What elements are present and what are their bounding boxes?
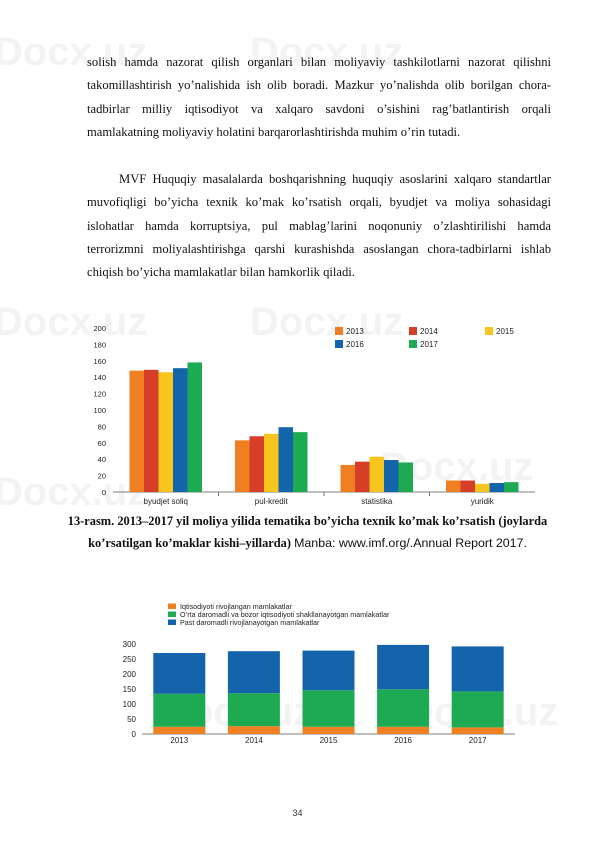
legend-swatch bbox=[335, 327, 343, 335]
stacked-bar-segment bbox=[302, 650, 355, 691]
legend-label: Iqtisodiyoti rivojlangan mamlakatlar bbox=[180, 603, 292, 611]
x-tick-label: 2014 bbox=[245, 736, 263, 745]
legend-swatch bbox=[409, 340, 417, 348]
bar bbox=[235, 440, 250, 492]
bar bbox=[475, 483, 490, 492]
y-tick-label: 200 bbox=[123, 670, 137, 679]
stacked-bar-segment bbox=[153, 653, 206, 694]
technical-assistance-by-topic-chart: 0 20 40 60 80 100 120 140 160 180 200 byudjet soliq… bbox=[93, 324, 535, 506]
paragraph-1: solish hamda nazorat qilish organlari bi… bbox=[87, 55, 551, 139]
bar bbox=[369, 456, 384, 492]
bar bbox=[460, 480, 475, 492]
x-tick-label: byudjet soliq bbox=[144, 497, 188, 506]
technical-assistance-by-country-group-chart: 0 50 100 150 200 250 300 2013 2014 2015 2016 2017 Iq… bbox=[123, 603, 515, 745]
stacked-bar-segment bbox=[227, 693, 280, 727]
legend-swatch bbox=[409, 327, 417, 335]
legend-label: 2014 bbox=[420, 327, 438, 336]
y-tick-label: 150 bbox=[123, 685, 137, 694]
bar bbox=[355, 461, 370, 492]
caption-title: 13-rasm. 2013–2017 yil moliya yilida tem… bbox=[67, 514, 548, 550]
caption-source: Manba: www.imf.org/.Annual Report 2017. bbox=[294, 536, 527, 550]
bar bbox=[187, 362, 202, 492]
stacked-bar-segment bbox=[451, 691, 504, 728]
bar bbox=[446, 480, 461, 492]
y-tick-label: 20 bbox=[98, 472, 106, 481]
stacked-bar-segment bbox=[302, 726, 355, 734]
legend-swatch bbox=[168, 611, 176, 617]
y-tick-label: 0 bbox=[102, 488, 106, 497]
x-tick-label: 2016 bbox=[394, 736, 412, 745]
bar bbox=[489, 482, 504, 492]
stacked-bar-segment bbox=[227, 651, 280, 694]
y-tick-label: 200 bbox=[93, 324, 106, 333]
y-tick-label: 120 bbox=[93, 390, 106, 399]
y-tick-label: 100 bbox=[123, 700, 137, 709]
bar bbox=[278, 427, 293, 492]
stacked-bar-segment bbox=[377, 726, 430, 734]
x-tick-label: 2017 bbox=[469, 736, 487, 745]
x-tick-label: 2015 bbox=[320, 736, 338, 745]
page-number: 34 bbox=[292, 808, 303, 818]
y-tick-label: 250 bbox=[123, 655, 137, 664]
stacked-bar-segment bbox=[377, 689, 430, 727]
legend-label: O’rta daromadli va bozor iqtisodiyoti sh… bbox=[180, 610, 390, 619]
legend-label: 2015 bbox=[496, 327, 514, 336]
y-tick-label: 140 bbox=[93, 373, 106, 382]
bar bbox=[249, 436, 264, 492]
legend-swatch bbox=[335, 340, 343, 348]
figure-caption: 13-rasm. 2013–2017 yil moliya yilida tem… bbox=[60, 510, 555, 554]
bar bbox=[158, 372, 173, 492]
stacked-bar-segment bbox=[153, 726, 206, 734]
stacked-bar-segment bbox=[153, 693, 206, 727]
legend-swatch bbox=[168, 603, 176, 609]
x-tick-label: pul-kredit bbox=[255, 497, 289, 506]
bar bbox=[398, 462, 413, 492]
y-tick-label: 100 bbox=[93, 406, 106, 415]
legend-swatch bbox=[485, 327, 493, 335]
legend-label: 2013 bbox=[346, 327, 364, 336]
y-tick-label: 80 bbox=[98, 422, 106, 431]
x-tick-label: 2013 bbox=[170, 736, 188, 745]
legend-label: Past daromadli rivojlanayotgan mamlakatl… bbox=[180, 618, 320, 627]
paragraph-2: MVF Huquqiy masalalarda boshqarishning h… bbox=[87, 172, 551, 280]
legend-label: 2016 bbox=[346, 340, 364, 349]
stacked-bar-segment bbox=[377, 644, 430, 690]
stacked-bar-segment bbox=[227, 726, 280, 734]
y-tick-label: 160 bbox=[93, 357, 106, 366]
bar bbox=[504, 482, 519, 492]
stacked-bar-segment bbox=[451, 727, 504, 734]
bar bbox=[129, 370, 144, 492]
legend-label: 2017 bbox=[420, 340, 438, 349]
y-tick-label: 0 bbox=[132, 730, 137, 739]
legend-swatch bbox=[168, 619, 176, 625]
bar bbox=[264, 433, 279, 492]
x-tick-label: yuridik bbox=[471, 497, 495, 506]
stacked-bar-segment bbox=[451, 646, 504, 692]
bar bbox=[173, 368, 188, 492]
stacked-bar-segment bbox=[302, 690, 355, 727]
bar bbox=[384, 460, 399, 492]
y-tick-label: 300 bbox=[123, 640, 137, 649]
bar bbox=[340, 464, 355, 492]
bar bbox=[293, 432, 308, 492]
y-tick-label: 40 bbox=[98, 455, 106, 464]
y-tick-label: 50 bbox=[127, 715, 136, 724]
bar bbox=[144, 369, 159, 492]
y-tick-label: 180 bbox=[93, 340, 106, 349]
x-tick-label: statistika bbox=[361, 497, 393, 506]
y-tick-label: 60 bbox=[98, 439, 106, 448]
